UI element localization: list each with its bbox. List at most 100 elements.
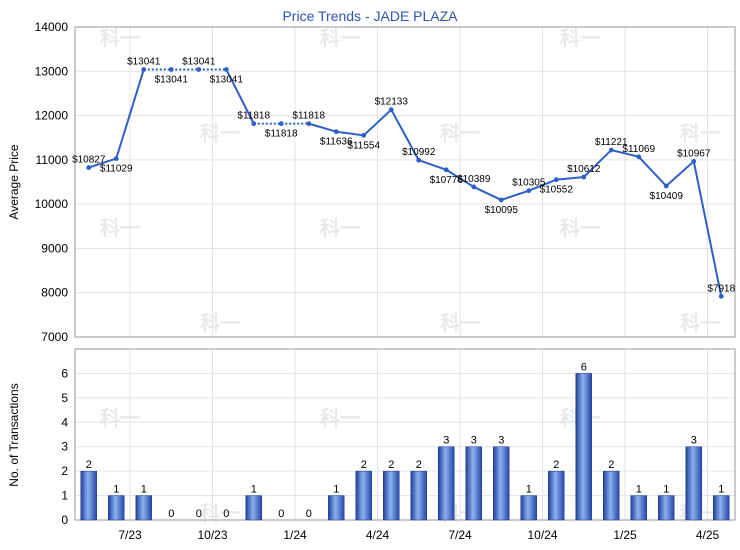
watermark-text: 科一 — [560, 26, 600, 50]
price-point — [196, 67, 202, 72]
price-data-label: $10305 — [512, 178, 546, 189]
top-y-tick-label: 7000 — [41, 330, 68, 344]
price-point — [86, 165, 92, 170]
bar — [713, 495, 730, 521]
top-y-axis-label: Average Price — [7, 144, 21, 219]
price-data-label: $10992 — [402, 147, 436, 158]
price-point — [278, 121, 284, 127]
bottom-plot-frame — [74, 348, 736, 521]
watermark-text: 科一 — [680, 311, 720, 335]
price-line-segment — [88, 157, 117, 169]
price-data-label: $11221 — [595, 137, 628, 148]
price-point — [113, 156, 119, 161]
chart-title: Price Trends - JADE PLAZA — [282, 8, 458, 24]
bottom-y-tick-label: 6 — [61, 366, 68, 380]
x-tick-label: 10/23 — [197, 528, 227, 542]
bottom-y-tick-label: 1 — [61, 489, 68, 503]
price-data-label: $10095 — [485, 205, 519, 216]
x-tick-label: 4/24 — [366, 528, 390, 542]
price-data-label: $13041 — [182, 56, 216, 67]
bar — [245, 495, 262, 521]
price-point — [663, 183, 669, 189]
bar — [548, 470, 565, 521]
bar-data-label: 6 — [581, 361, 587, 373]
bar — [80, 470, 97, 521]
price-data-label: $11069 — [622, 144, 655, 155]
bar-data-label: 1 — [718, 484, 724, 496]
top-y-tick-label: 9000 — [41, 241, 68, 255]
price-point — [416, 157, 422, 163]
bottom-y-tick-label: 5 — [61, 391, 68, 405]
price-line-segment — [665, 160, 695, 187]
price-point — [471, 184, 477, 190]
watermark-text: 科一 — [200, 121, 240, 145]
bar-data-label: 3 — [498, 435, 504, 447]
price-data-label: $13041 — [127, 56, 161, 67]
bar — [630, 495, 647, 521]
bar-series — [80, 373, 730, 521]
price-line-segment — [528, 178, 557, 192]
top-plot-frame — [74, 26, 736, 338]
price-point — [553, 177, 559, 183]
top-y-tick-label: 13000 — [35, 64, 69, 78]
bottom-y-tick-label: 4 — [61, 415, 68, 429]
bar — [493, 446, 510, 521]
price-line-segment — [638, 156, 667, 187]
price-line-segment — [390, 109, 420, 161]
price-point — [526, 188, 532, 194]
price-data-label: $11818 — [292, 111, 325, 122]
bar-data-label: 1 — [636, 484, 642, 496]
price-data-label: $10776 — [430, 175, 464, 186]
price-line-series — [86, 67, 724, 299]
price-data-label: $10612 — [567, 164, 601, 175]
bar-data-label: 2 — [416, 459, 422, 471]
price-data-label: $13041 — [155, 74, 189, 85]
price-line-segment — [556, 176, 584, 181]
price-line-segment — [445, 168, 475, 188]
watermark-text: 科一 — [560, 216, 600, 240]
price-point — [691, 158, 697, 164]
watermark-text: 科一 — [100, 26, 140, 50]
bar — [438, 446, 455, 521]
price-data-label: $10967 — [677, 148, 711, 159]
price-data-label: $11636 — [320, 137, 353, 148]
bar-data-label: 0 — [223, 508, 229, 520]
price-point — [168, 67, 174, 72]
bottom-y-axis-label: No. of Transactions — [7, 383, 21, 486]
bottom-y-tick-label: 2 — [61, 464, 68, 478]
bar — [355, 470, 372, 521]
bar — [520, 495, 537, 521]
x-tick-label: 7/23 — [118, 528, 142, 542]
bar — [410, 470, 427, 521]
price-labels: $10827$11029 $13041 $13041 $13041 $13041 $118… — [72, 56, 736, 294]
price-line-segment — [583, 149, 612, 178]
bar-data-label: 0 — [196, 508, 202, 520]
price-point — [718, 293, 724, 299]
x-tick-label: 1/25 — [613, 528, 637, 542]
bar — [603, 470, 620, 521]
price-data-label: $11818 — [237, 111, 270, 122]
bar-data-label: 2 — [608, 459, 614, 471]
bar-data-label: 2 — [388, 459, 394, 471]
bar-data-label: 1 — [526, 484, 532, 496]
watermark-text: 科一 — [320, 406, 360, 430]
bar-data-label: 0 — [168, 508, 174, 520]
bar-labels: 2 1 1 0 0 0 1 0 0 1 2 2 2 3 3 3 1 2 6 2 1 1 3 1 — [86, 361, 725, 520]
x-ticks: 7/23 10/23 1/24 4/24 7/24 10/24 1/25 4/25 — [118, 528, 719, 542]
bar — [575, 373, 592, 521]
bar — [135, 495, 152, 521]
price-line-segment — [473, 186, 502, 201]
bar-data-label: 3 — [691, 435, 697, 447]
price-line-segment — [308, 122, 337, 133]
price-line-segment — [225, 69, 255, 125]
bar-data-label: 1 — [663, 484, 669, 496]
top-y-tick-label: 8000 — [41, 286, 68, 300]
price-point — [443, 167, 449, 173]
bar-data-label: 1 — [251, 484, 257, 496]
bar-data-label: 3 — [471, 435, 477, 447]
bar-data-label: 2 — [553, 459, 559, 471]
watermark-text: 科一 — [320, 26, 360, 50]
price-point — [141, 67, 147, 72]
bar-data-label: 1 — [333, 484, 339, 496]
